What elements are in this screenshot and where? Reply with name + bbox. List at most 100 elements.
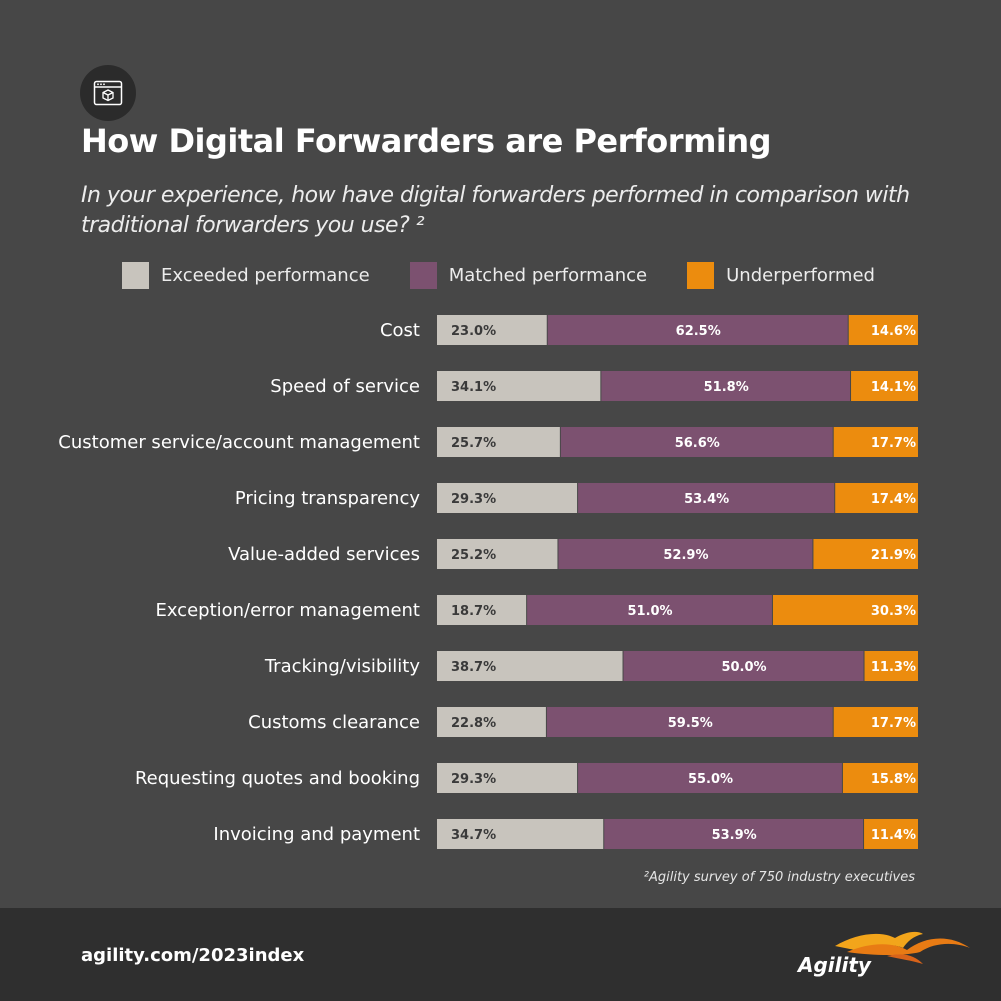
bar-row: Requesting quotes and booking 29.3% 55.0% 1… — [135, 763, 918, 793]
legend-swatch-matched — [409, 262, 437, 289]
data-label-under: 21.9% — [871, 548, 916, 563]
agility-logo: Agility — [795, 926, 975, 986]
data-label-matched: 51.0% — [627, 604, 672, 619]
data-label-exceeded: 23.0% — [451, 324, 496, 339]
data-label-exceeded: 34.1% — [451, 380, 496, 395]
bar-segment-under — [851, 371, 918, 401]
page-title: How Digital Forwarders are Performing — [81, 122, 772, 160]
bar-segment-under — [848, 315, 918, 345]
category-label: Speed of service — [270, 376, 420, 397]
bar-segment-exceeded — [437, 763, 578, 793]
footnote: ²Agility survey of 750 industry executiv… — [643, 870, 915, 885]
bar-segment-exceeded — [437, 483, 578, 513]
data-label-matched: 50.0% — [721, 660, 766, 675]
bar-segment-exceeded — [437, 539, 558, 569]
data-label-exceeded: 29.3% — [451, 492, 496, 507]
header-badge — [80, 65, 136, 121]
legend-label-matched: Matched performance — [448, 265, 648, 286]
data-label-exceeded: 18.7% — [451, 604, 496, 619]
bar-segment-matched — [578, 483, 835, 513]
data-label-under: 14.6% — [871, 324, 916, 339]
bar-segment-exceeded — [437, 427, 560, 457]
bar-segment-exceeded — [437, 595, 527, 625]
browser-box-icon — [93, 80, 123, 106]
bar-segment-matched — [546, 707, 833, 737]
data-label-matched: 55.0% — [688, 772, 733, 787]
footer: agility.com/2023index Agility — [0, 908, 1001, 1001]
data-label-matched: 53.4% — [684, 492, 729, 507]
bar-segment-exceeded — [437, 651, 623, 681]
category-label: Invoicing and payment — [213, 824, 420, 845]
category-label: Exception/error management — [155, 600, 420, 621]
data-label-under: 17.7% — [871, 436, 916, 451]
data-label-under: 30.3% — [871, 604, 916, 619]
data-label-exceeded: 34.7% — [451, 828, 496, 843]
bar-segment-under — [813, 539, 918, 569]
data-label-exceeded: 38.7% — [451, 660, 496, 675]
bar-row: Value-added services 25.2% 52.9% 21.9% — [228, 539, 918, 569]
agility-logo-text: Agility — [798, 953, 871, 977]
data-label-exceeded: 25.7% — [451, 436, 496, 451]
category-label: Pricing transparency — [235, 488, 421, 509]
bar-segment-matched — [623, 651, 864, 681]
agility-bird-icon — [835, 931, 970, 964]
bar-segment-exceeded — [437, 315, 547, 345]
category-label: Customer service/account management — [58, 432, 420, 453]
data-label-exceeded: 25.2% — [451, 548, 496, 563]
category-label: Customs clearance — [248, 712, 420, 733]
bar-segment-matched — [527, 595, 772, 625]
chart-legend: Exceeded performance Matched performance… — [122, 262, 915, 289]
data-label-under: 11.4% — [871, 828, 916, 843]
data-label-under: 17.4% — [871, 492, 916, 507]
data-label-under: 14.1% — [871, 380, 916, 395]
bar-segment-matched — [604, 819, 864, 849]
bar-segment-under — [833, 427, 918, 457]
bar-segment-matched — [560, 427, 833, 457]
data-label-under: 11.3% — [871, 660, 916, 675]
legend-item-matched: Matched performance — [409, 262, 648, 289]
bar-segment-under — [864, 819, 918, 849]
data-label-under: 17.7% — [871, 716, 916, 731]
data-label-matched: 53.9% — [712, 828, 757, 843]
footer-url-link[interactable]: agility.com/2023index — [81, 945, 305, 966]
chart-subtitle: In your experience, how have digital for… — [81, 183, 910, 238]
bar-row: Invoicing and payment 34.7% 53.9% 11.4% — [213, 819, 918, 849]
bar-row: Pricing transparency 29.3% 53.4% 17.4% — [235, 483, 918, 513]
legend-item-exceeded: Exceeded performance — [122, 262, 370, 289]
bar-segment-matched — [547, 315, 848, 345]
bar-segment-under — [864, 651, 918, 681]
bar-segment-matched — [558, 539, 813, 569]
bar-row: Exception/error management 18.7% 51.0% 30.3… — [155, 595, 918, 625]
bar-segment-exceeded — [437, 707, 546, 737]
data-label-matched: 62.5% — [676, 324, 721, 339]
bar-row: Customer service/account management 25.7%… — [58, 427, 918, 457]
data-label-matched: 56.6% — [675, 436, 720, 451]
bar-row: Tracking/visibility 38.7% 50.0% 11.3% — [264, 651, 918, 681]
legend-label-exceeded: Exceeded performance — [161, 265, 370, 286]
data-label-matched: 51.8% — [704, 380, 749, 395]
category-label: Value-added services — [228, 544, 420, 565]
category-label: Requesting quotes and booking — [135, 768, 420, 789]
data-label-exceeded: 29.3% — [451, 772, 496, 787]
bar-row: Speed of service 34.1% 51.8% 14.1% — [270, 371, 918, 401]
data-label-under: 15.8% — [871, 772, 916, 787]
category-label: Cost — [380, 320, 420, 341]
legend-swatch-exceeded — [122, 262, 149, 289]
data-label-matched: 52.9% — [663, 548, 708, 563]
legend-item-under: Underperformed — [687, 262, 875, 289]
bar-segment-under — [833, 707, 918, 737]
bar-segment-under — [772, 595, 918, 625]
bar-segment-matched — [578, 763, 842, 793]
bar-segment-exceeded — [437, 819, 604, 849]
bar-segment-exceeded — [437, 371, 601, 401]
bar-segment-under — [842, 763, 918, 793]
data-label-matched: 59.5% — [668, 716, 713, 731]
bar-row: Customs clearance 22.8% 59.5% 17.7% — [248, 707, 918, 737]
bar-row: Cost 23.0% 62.5% 14.6% — [380, 315, 918, 345]
data-label-exceeded: 22.8% — [451, 716, 496, 731]
legend-label-under: Underperformed — [726, 265, 875, 286]
bar-segment-under — [835, 483, 918, 513]
stacked-bar-chart: Cost 23.0% 62.5% 14.6% Speed of service 34.1%… — [58, 315, 918, 849]
legend-swatch-under — [687, 262, 715, 289]
category-label: Tracking/visibility — [264, 656, 421, 677]
